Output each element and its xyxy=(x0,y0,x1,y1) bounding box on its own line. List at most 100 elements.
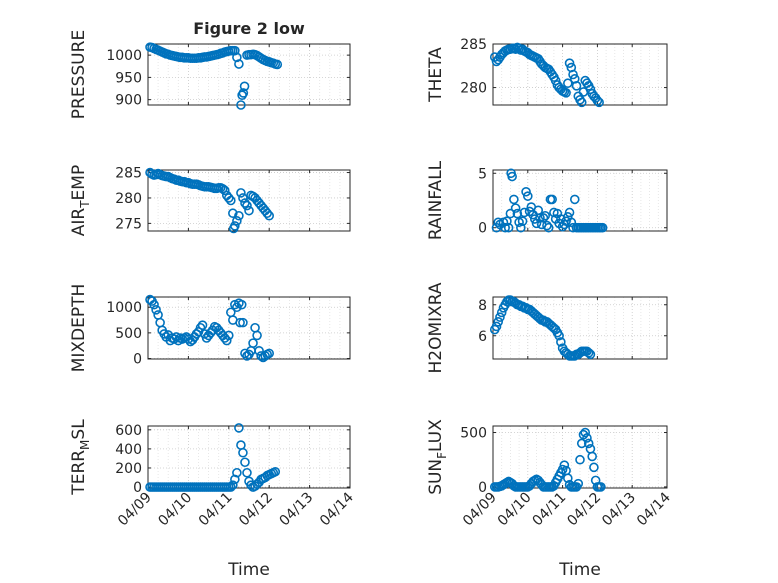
data-point xyxy=(556,337,566,347)
data-point xyxy=(493,316,504,327)
data-point xyxy=(569,194,580,205)
axes-frame xyxy=(147,43,351,106)
ylabel-subscript: T xyxy=(78,200,92,209)
data-point xyxy=(566,217,577,228)
data-point xyxy=(228,480,238,490)
data-point xyxy=(240,348,250,359)
data-point xyxy=(256,351,266,361)
y-axis-label: SUNFLUX xyxy=(426,419,449,495)
data-point xyxy=(272,59,283,70)
data-point xyxy=(244,205,254,216)
data-point xyxy=(270,466,281,477)
data-point xyxy=(239,81,250,92)
data-point xyxy=(547,194,557,205)
y-tick-label: 0 xyxy=(133,480,142,496)
y-tick-label: 275 xyxy=(115,216,142,232)
data-point xyxy=(151,305,161,315)
data-point xyxy=(575,454,585,465)
data-point xyxy=(561,216,571,226)
data-point xyxy=(571,81,582,91)
data-point xyxy=(519,207,530,218)
data-point xyxy=(543,222,554,233)
y-tick-label: 5 xyxy=(478,166,487,182)
data-point xyxy=(149,299,159,310)
data-point xyxy=(238,447,248,458)
data-points xyxy=(145,167,275,234)
data-point xyxy=(503,222,514,233)
y-tick-label: 0 xyxy=(133,351,142,367)
data-point xyxy=(264,348,275,359)
data-point xyxy=(230,221,240,231)
y-tick-label: 285 xyxy=(115,166,142,182)
data-point xyxy=(236,188,246,198)
data-points xyxy=(145,294,275,363)
y-tick-label: 280 xyxy=(460,81,487,97)
data-point xyxy=(542,220,552,231)
data-point xyxy=(226,195,236,206)
data-point xyxy=(232,467,242,478)
y-tick-label: 950 xyxy=(115,70,142,86)
data-point xyxy=(554,330,564,341)
data-point xyxy=(597,222,608,233)
data-point xyxy=(568,69,578,80)
data-point xyxy=(505,208,516,219)
data-point xyxy=(226,482,236,492)
data-point xyxy=(221,335,232,346)
data-point xyxy=(238,317,248,328)
data-point xyxy=(238,88,249,98)
data-point xyxy=(496,307,507,318)
axes-frame xyxy=(147,169,351,232)
data-point xyxy=(535,213,545,223)
data-point xyxy=(502,216,512,226)
ylabel-part: EMP xyxy=(69,165,89,201)
data-points xyxy=(489,42,604,108)
data-point xyxy=(561,88,571,98)
data-point xyxy=(583,438,594,449)
y-tick-label: 500 xyxy=(460,426,487,442)
data-point xyxy=(232,216,242,226)
data-point xyxy=(235,317,245,328)
ylabel-part: AIR xyxy=(69,208,89,237)
data-point xyxy=(240,198,250,208)
y-axis-label: MIXDEPTH xyxy=(69,284,89,373)
data-points xyxy=(145,42,283,110)
y-axis-label: RAINFALL xyxy=(426,160,446,240)
data-point xyxy=(242,467,252,478)
y-tick-label: 600 xyxy=(115,423,142,439)
data-point xyxy=(517,216,528,226)
data-point xyxy=(538,213,549,223)
data-point xyxy=(522,191,533,201)
ylabel-part: TERR xyxy=(69,450,89,496)
subplot-3: 0 5 RAINFALL xyxy=(426,160,668,240)
y-tick-label: 285 xyxy=(460,37,487,53)
data-point xyxy=(230,45,240,56)
subplot-0: 900 950 1000 PRESSURE Figure 2 low xyxy=(69,19,351,119)
grid-lines xyxy=(147,426,351,488)
y-tick-label: 8 xyxy=(478,298,487,314)
data-point xyxy=(589,462,599,473)
data-point xyxy=(594,97,604,108)
data-point xyxy=(217,184,228,194)
data-point xyxy=(219,185,230,196)
data-point xyxy=(521,186,531,197)
data-point xyxy=(563,78,573,89)
data-point xyxy=(224,193,234,203)
data-point xyxy=(228,208,238,219)
chart-title: Figure 2 low xyxy=(193,19,305,38)
data-point xyxy=(592,95,603,106)
ylabel-part: SL xyxy=(69,419,89,440)
data-point xyxy=(540,210,551,221)
data-point xyxy=(585,349,596,360)
data-point xyxy=(242,200,252,211)
y-axis-label: THETA xyxy=(426,47,446,103)
y-axis-label: PRESSURE xyxy=(69,30,89,119)
data-point xyxy=(246,480,256,490)
data-point xyxy=(512,208,523,219)
data-point xyxy=(232,52,242,63)
data-point xyxy=(252,330,262,341)
x-axis-label: Time xyxy=(558,560,601,580)
data-point xyxy=(234,59,244,69)
data-points xyxy=(491,168,608,233)
ylabel-subscript: M xyxy=(78,440,92,450)
ylabel-part: SUN xyxy=(426,459,446,495)
